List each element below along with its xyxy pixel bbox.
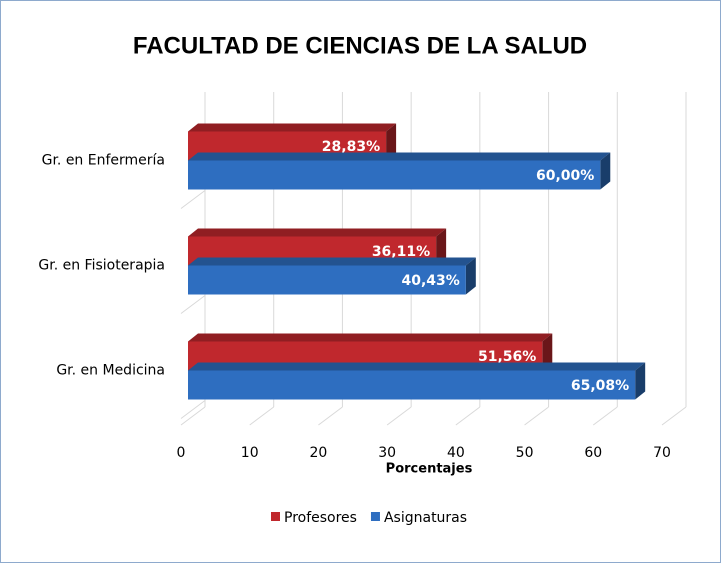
legend-swatch — [271, 512, 280, 521]
bar-side — [635, 362, 646, 400]
y-tick-label: Gr. en Fisioterapia — [38, 258, 165, 274]
x-tick-label: 60 — [584, 445, 602, 461]
bar-top — [188, 152, 611, 161]
x-tick-label: 70 — [653, 445, 671, 461]
floor-line — [249, 406, 275, 426]
bar-side — [436, 228, 447, 266]
bar-front — [188, 370, 636, 400]
x-tick-label: 10 — [241, 445, 259, 461]
value-label: 28,83% — [322, 139, 380, 155]
chart-title: FACULTAD DE CIENCIAS DE LA SALUD — [133, 32, 587, 59]
bar-side — [465, 257, 476, 295]
value-label: 60,00% — [536, 168, 594, 184]
floor-line — [180, 406, 206, 426]
floor-line — [524, 406, 549, 426]
bar — [188, 362, 646, 400]
legend-label: Profesores — [284, 510, 357, 526]
x-tick-label: 50 — [516, 445, 534, 461]
legend-label: Asignaturas — [384, 510, 467, 526]
x-tick-label: 40 — [447, 445, 465, 461]
bar-side — [600, 152, 611, 190]
bar-top — [188, 228, 447, 237]
bar-side — [542, 333, 553, 371]
floor-line — [592, 406, 618, 426]
floor-line — [455, 406, 481, 426]
x-tick-label: 0 — [177, 445, 186, 461]
bar-top — [188, 257, 476, 266]
floor-line — [386, 406, 412, 426]
bar — [188, 152, 611, 190]
y-tick-label: Gr. en Enfermería — [42, 153, 165, 169]
x-tick-label: 30 — [378, 445, 396, 461]
bar-top — [188, 362, 646, 371]
bar — [188, 257, 476, 295]
wall-line — [180, 295, 206, 314]
x-tick-label: 20 — [310, 445, 328, 461]
legend-swatch — [370, 512, 380, 521]
wall-line — [180, 400, 206, 419]
floor-line — [661, 406, 687, 426]
bar-top — [188, 123, 397, 132]
wall-line — [180, 190, 206, 209]
x-axis-label: Porcentajes — [386, 462, 473, 477]
y-tick-label: Gr. en Medicina — [56, 363, 165, 379]
value-label: 40,43% — [401, 273, 459, 289]
bar-side — [386, 123, 397, 161]
value-label: 65,08% — [571, 378, 629, 394]
value-label: 36,11% — [372, 244, 430, 260]
bar-front — [188, 265, 466, 295]
value-label: 51,56% — [478, 349, 536, 365]
bar-front — [188, 160, 601, 190]
floor-line — [318, 406, 343, 426]
bar-top — [188, 333, 553, 342]
